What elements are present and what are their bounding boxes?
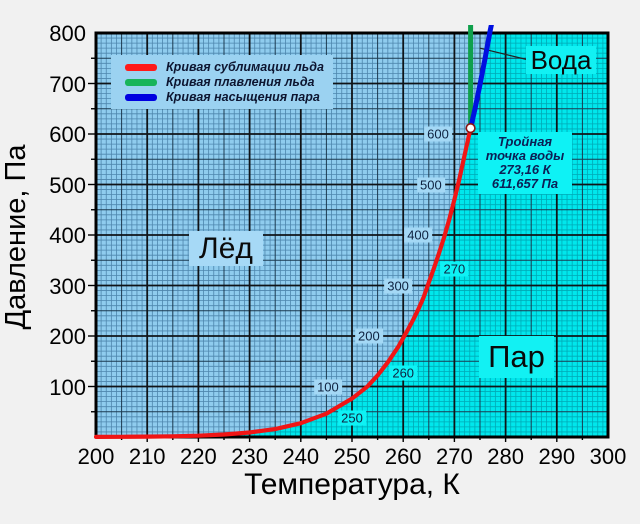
y-tick-label: 600 [49,122,86,147]
x-tick-label: 280 [487,444,524,469]
x-tick-label: 210 [128,444,166,469]
x-tick-label: 230 [231,444,268,469]
plot-frame [94,31,610,439]
region-label-vapor: Пар [479,336,554,378]
annotation-line: 273,16 К [499,162,551,177]
triple-point-annotation: Тройная точка воды 273,16 К 611,657 Па [478,132,572,194]
y-tick-label: 500 [49,172,86,198]
legend-label: Кривая насыщения пара [166,90,320,104]
x-tick-label: 300 [589,444,627,469]
legend: Кривая сублимации льда Кривая плавления … [111,55,333,109]
region-label-water: Вода [526,45,596,75]
x-tick-label: 270 [436,444,473,469]
region-label-ice: Лёд [189,231,263,266]
saturation-curve [468,25,494,131]
x-tick-label: 290 [538,444,576,469]
y-tick-label: 400 [49,223,86,248]
annotation-line: Тройная [497,134,553,149]
x-tick-label: 240 [282,444,320,469]
annotation-line: точка воды [485,148,565,163]
x-tick-label: 250 [333,444,371,469]
x-tick-label: 260 [384,444,422,469]
sublimation-curve [94,125,473,439]
legend-row-saturation: Кривая насыщения пара [111,90,333,104]
curves [94,25,494,439]
x-axis-title: Температура, К [244,468,460,501]
y-tick-label: 800 [49,21,86,46]
y-tick-label: 300 [49,273,86,299]
plot-area: 100 200 300 400 500 600 250 260 270 Кривая субли… [88,25,610,442]
legend-row-sublimation: Кривая сублимации льда [111,60,333,74]
annotation-line: 611,657 Па [491,176,559,191]
triple-point-marker [465,123,476,134]
legend-row-melting: Кривая плавления льда [111,75,333,89]
y-tick-label: 100 [49,374,86,400]
y-tick-label: 200 [49,324,86,349]
saturation-swatch-icon [125,93,157,101]
sublimation-swatch-icon [125,63,157,71]
x-tick-label: 200 [77,444,115,469]
y-tick-label: 700 [49,71,86,97]
x-tick-label: 220 [180,444,217,469]
legend-label: Кривая сублимации льда [166,60,324,74]
melting-swatch-icon [125,78,157,86]
legend-label: Кривая плавления льда [166,75,315,89]
